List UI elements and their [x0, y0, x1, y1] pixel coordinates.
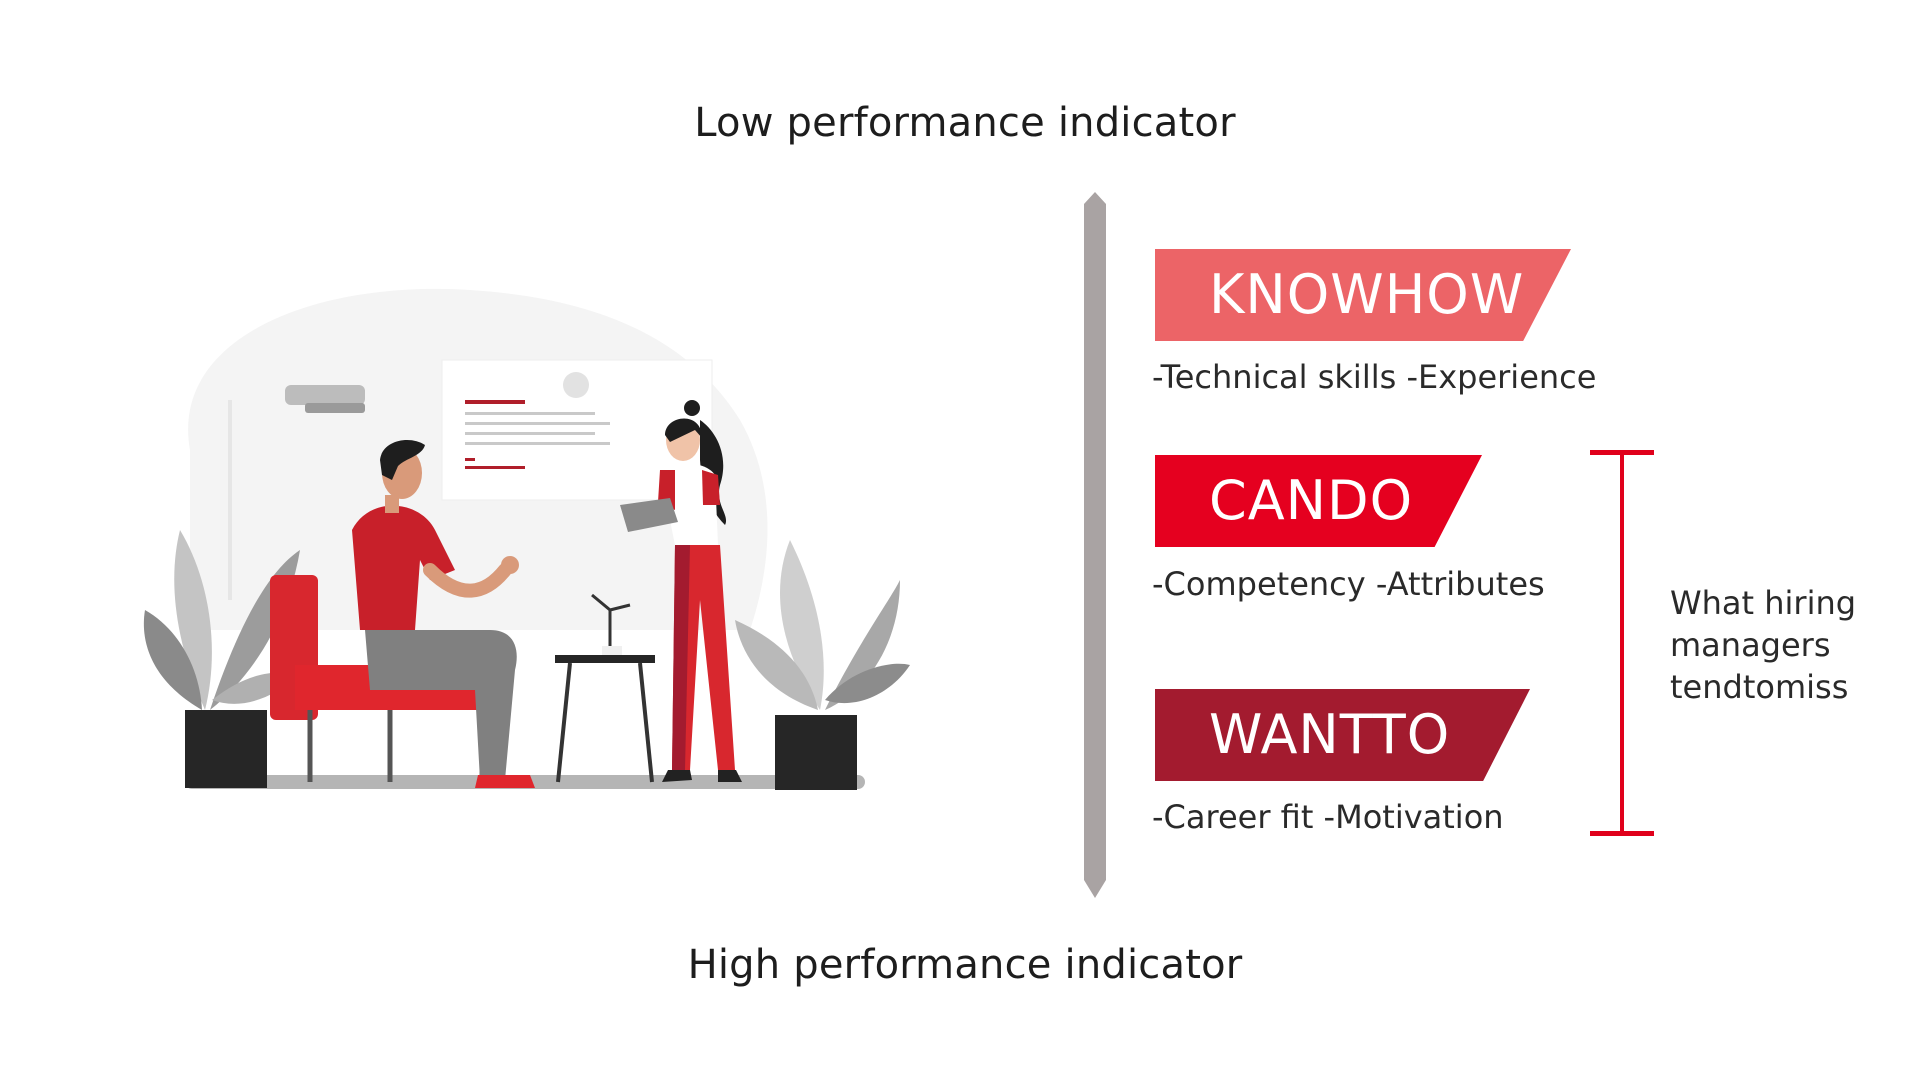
high-performance-heading: High performance indicator	[687, 942, 1243, 988]
low-performance-heading: Low performance indicator	[694, 100, 1236, 146]
wantto-label: WANTTO	[1209, 703, 1451, 766]
man-figure	[352, 440, 535, 788]
knowhow-banner: KNOWHOW	[1155, 249, 1571, 341]
right-plant	[735, 540, 910, 790]
bracket-note-line: What hiring	[1670, 584, 1857, 622]
performance-axis	[1084, 192, 1106, 898]
woman-figure	[620, 400, 742, 782]
interview-illustration	[143, 288, 910, 790]
cando-label: CANDO	[1209, 469, 1414, 532]
cando-banner: CANDO	[1155, 455, 1482, 547]
knowhow-description: -Technical skills -Experience	[1152, 358, 1597, 396]
range-bracket	[1590, 450, 1654, 836]
bracket-note: What hiring managers tendtomiss	[1670, 582, 1856, 708]
wall-lamp	[285, 385, 365, 405]
wantto-banner-shape	[1155, 689, 1530, 781]
knowhow-banner-shape	[1155, 249, 1571, 341]
bracket-note-line: managers	[1670, 626, 1831, 664]
wantto-banner: WANTTO	[1155, 689, 1530, 781]
side-table	[555, 593, 655, 783]
wantto-description: -Career fit -Motivation	[1152, 798, 1504, 836]
cando-description: -Competency -Attributes	[1152, 565, 1545, 603]
bracket-note-line: tendtomiss	[1670, 668, 1849, 706]
cando-banner-shape	[1155, 455, 1482, 547]
knowhow-label: KNOWHOW	[1209, 263, 1525, 326]
